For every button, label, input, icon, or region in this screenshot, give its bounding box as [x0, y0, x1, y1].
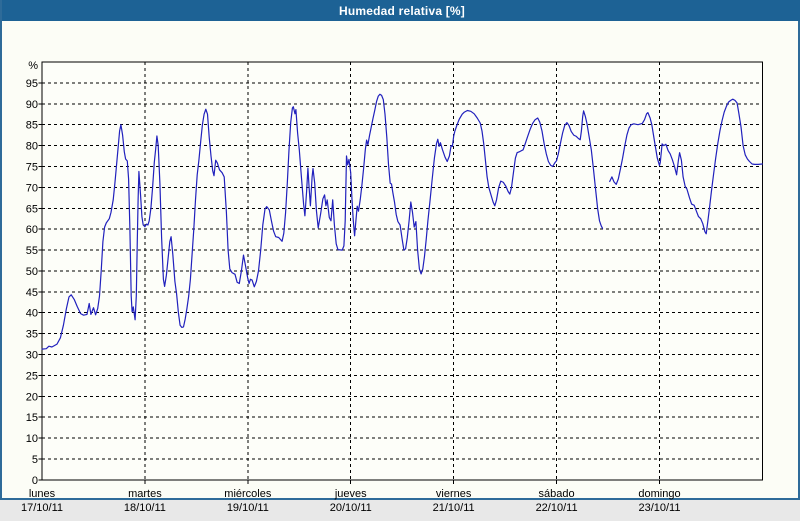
y-axis-tick-label: 80 [26, 141, 38, 153]
y-axis-tick-label: 90 [26, 99, 38, 111]
y-axis-tick-label: 75 [26, 161, 38, 173]
y-axis-unit-label: % [28, 60, 38, 72]
x-axis-day-date: 17/10/11 [21, 502, 63, 514]
y-axis-tick-label: 50 [26, 266, 38, 278]
y-axis-tick-label: 25 [26, 370, 38, 382]
y-axis-tick-label: 40 [26, 308, 38, 320]
x-axis-day-date: 18/10/11 [124, 502, 166, 514]
y-axis-tick-label: 30 [26, 350, 38, 362]
x-axis-day-name: viernes [436, 488, 472, 500]
y-axis-tick-label: 10 [26, 433, 38, 445]
x-axis-day-date: 20/10/11 [330, 502, 372, 514]
x-axis-day-name: miércoles [224, 488, 272, 500]
plot-border [41, 61, 763, 481]
x-axis-day-name: jueves [334, 488, 367, 500]
x-axis-day-date: 19/10/11 [227, 502, 269, 514]
x-axis-day-date: 23/10/11 [638, 502, 680, 514]
x-axis-day-name: sábado [539, 488, 575, 500]
window-title: Humedad relativa [%] [338, 3, 466, 18]
y-axis-tick-label: 5 [32, 454, 38, 466]
y-axis-tick-label: 60 [26, 224, 38, 236]
x-axis-day-date: 22/10/11 [536, 502, 578, 514]
x-axis-day-date: 21/10/11 [433, 502, 475, 514]
humidity-line [609, 98, 764, 235]
y-axis-tick-label: 70 [26, 182, 38, 194]
x-axis-day-name: martes [128, 488, 162, 500]
x-axis-day-name: domingo [638, 488, 680, 500]
y-axis-tick-label: 35 [26, 329, 38, 341]
y-axis-tick-label: 0 [32, 475, 38, 487]
y-axis-tick-label: 15 [26, 412, 38, 424]
x-axis-day-name: lunes [29, 488, 56, 500]
y-axis-tick-label: 20 [26, 391, 38, 403]
y-axis-tick-label: 55 [26, 245, 38, 257]
window-title-bar: Humedad relativa [%] [2, 0, 800, 21]
y-axis-tick-label: 85 [26, 120, 38, 132]
y-axis-tick-label: 65 [26, 203, 38, 215]
humidity-line [41, 93, 604, 350]
chart-panel: 0 5 10 15 20 25 30 35 40 45 50 55 60 65 70 75 80 85 90 95% l… [2, 21, 800, 514]
y-axis-tick-label: 45 [26, 287, 38, 299]
y-axis-tick-label: 95 [26, 78, 38, 90]
humidity-chart: 0 5 10 15 20 25 30 35 40 45 50 55 60 65 70 75 80 85 90 95% l… [21, 60, 764, 514]
